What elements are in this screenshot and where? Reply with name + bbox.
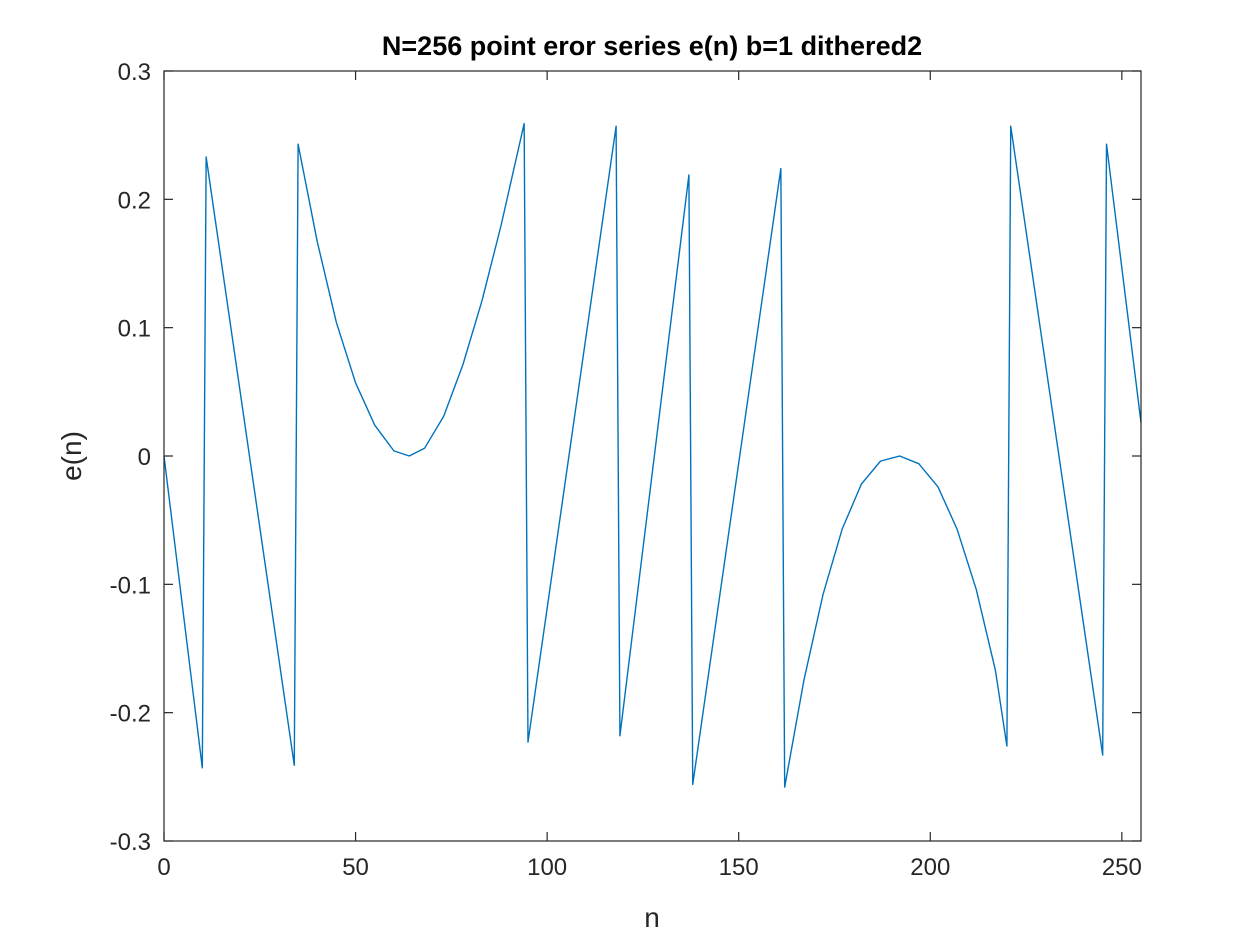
y-tick-label: 0.3 (118, 59, 151, 86)
y-tick-label: -0.2 (110, 701, 151, 728)
x-tick-label: 200 (910, 854, 950, 881)
y-tick-label: -0.3 (110, 829, 151, 856)
series-line (163, 122, 1142, 788)
x-axis-label: n (644, 902, 660, 933)
y-tick-label: 0 (138, 444, 151, 471)
axes-box (163, 70, 1142, 842)
x-tick-label: 0 (157, 854, 170, 881)
y-tick-label: -0.1 (110, 572, 151, 599)
y-tick-label: 0.2 (118, 187, 151, 214)
x-tick-label: 150 (719, 854, 759, 881)
x-tick-label: 250 (1102, 854, 1142, 881)
y-tick-label: 0.1 (118, 316, 151, 343)
chart-title: N=256 point eror series e(n) b=1 dithere… (382, 31, 922, 61)
y-axis-label: e(n) (56, 431, 87, 481)
plot-area (164, 71, 1141, 841)
axis-ticks: 0 50 100 150 200 250 -0.3 -0.2 -0.1 0 0.1 0.2 0.3 (110, 59, 1142, 881)
x-tick-label: 50 (342, 854, 369, 881)
x-tick-label: 100 (527, 854, 567, 881)
